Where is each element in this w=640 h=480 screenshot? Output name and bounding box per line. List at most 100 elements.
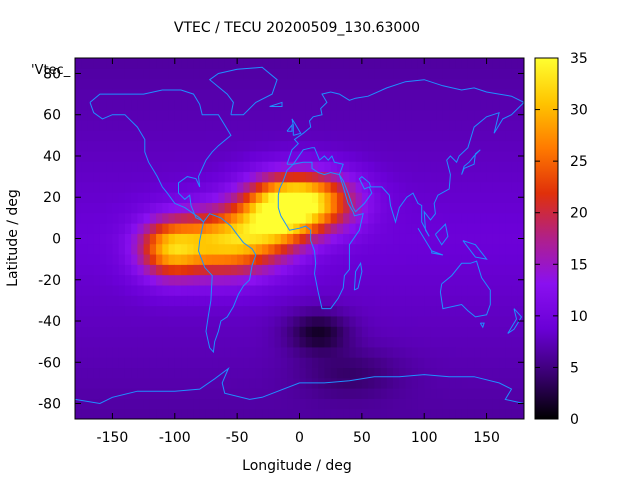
heatmap-cell (199, 99, 207, 111)
heatmap-cell (280, 119, 288, 131)
heatmap-cell (311, 367, 319, 379)
heatmap-cell (455, 109, 463, 121)
heatmap-cell (499, 326, 506, 338)
heatmap-cell (455, 68, 463, 80)
heatmap-cell (467, 119, 475, 131)
heatmap-cell (280, 130, 288, 142)
heatmap-cell (187, 68, 195, 80)
heatmap-cell (81, 119, 89, 131)
heatmap-cell (492, 192, 500, 203)
heatmap-cell (168, 357, 176, 369)
heatmap-cell (174, 192, 182, 203)
heatmap-cell (255, 264, 263, 276)
heatmap-cell (355, 140, 363, 152)
heatmap-cell (461, 109, 469, 121)
heatmap-cell (505, 78, 513, 90)
heatmap-cell (455, 130, 463, 142)
heatmap-cell (349, 398, 357, 410)
heatmap-cell (249, 181, 257, 193)
heatmap-cell (430, 212, 438, 224)
heatmap-cell (318, 253, 326, 265)
heatmap-cell (124, 130, 132, 142)
heatmap-cell (287, 336, 294, 348)
heatmap-cell (118, 233, 126, 245)
heatmap-cell (187, 150, 195, 162)
heatmap-cell (430, 264, 438, 276)
heatmap-cell (461, 58, 469, 69)
heatmap-cell (237, 171, 244, 183)
heatmap-cell (268, 398, 276, 410)
heatmap-cell (174, 284, 182, 296)
heatmap-cell (106, 336, 114, 348)
heatmap-cell (349, 243, 357, 255)
heatmap-cell (187, 336, 195, 348)
heatmap-cell (156, 223, 163, 234)
heatmap-cell (305, 264, 313, 276)
heatmap-cell (393, 202, 400, 214)
heatmap-cell (486, 161, 494, 173)
heatmap-cell (255, 58, 263, 69)
heatmap-cell (517, 223, 524, 234)
heatmap-cell (168, 336, 176, 348)
heatmap-cell (368, 388, 375, 399)
heatmap-cell (330, 284, 338, 296)
heatmap-cell (517, 264, 524, 276)
heatmap-cell (343, 223, 350, 234)
heatmap-cell (324, 398, 332, 410)
heatmap-cell (355, 274, 363, 286)
heatmap-cell (505, 58, 513, 69)
heatmap-cell (156, 212, 163, 224)
heatmap-cell (224, 192, 232, 203)
heatmap-cell (193, 388, 201, 399)
heatmap-cell (386, 326, 394, 338)
heatmap-cell (124, 150, 132, 162)
heatmap-cell (168, 264, 176, 276)
heatmap-cell (424, 408, 432, 419)
heatmap-cell (480, 119, 488, 131)
heatmap-cell (442, 68, 450, 80)
heatmap-cell (399, 58, 407, 69)
heatmap-cell (255, 315, 263, 327)
heatmap-cell (386, 253, 394, 265)
heatmap-cell (168, 161, 176, 173)
heatmap-cell (187, 315, 195, 327)
heatmap-cell (486, 253, 494, 265)
heatmap-cell (480, 58, 488, 69)
heatmap-cell (262, 326, 269, 338)
heatmap-cell (368, 233, 375, 245)
heatmap-cell (218, 326, 226, 338)
heatmap-cell (75, 181, 82, 193)
heatmap-cell (299, 233, 307, 245)
heatmap-cell (137, 357, 145, 369)
heatmap-cell (293, 181, 301, 193)
heatmap-cell (162, 140, 170, 152)
heatmap-cell (293, 408, 301, 419)
heatmap-cell (474, 264, 481, 276)
x-axis-label: Longitude / deg (242, 458, 352, 474)
heatmap-cell (112, 78, 120, 90)
heatmap-cell (81, 357, 89, 369)
heatmap-cell (449, 212, 457, 224)
heatmap-cell (405, 326, 413, 338)
heatmap-cell (311, 223, 319, 234)
heatmap-cell (417, 140, 425, 152)
heatmap-cell (517, 58, 524, 69)
heatmap-cell (143, 99, 151, 111)
heatmap-cell (311, 130, 319, 142)
heatmap-cell (305, 367, 313, 379)
heatmap-cell (112, 336, 120, 348)
heatmap-cell (93, 336, 101, 348)
heatmap-cell (455, 140, 463, 152)
heatmap-cell (380, 130, 388, 142)
heatmap-cell (474, 357, 481, 369)
heatmap-cell (318, 264, 326, 276)
heatmap-cell (131, 377, 138, 389)
heatmap-cell (405, 181, 413, 193)
heatmap-cell (268, 223, 276, 234)
heatmap-cell (237, 336, 244, 348)
heatmap-cell (118, 140, 126, 152)
heatmap-cell (230, 398, 238, 410)
heatmap-cell (467, 315, 475, 327)
heatmap-cell (230, 202, 238, 214)
heatmap-cell (168, 119, 176, 131)
